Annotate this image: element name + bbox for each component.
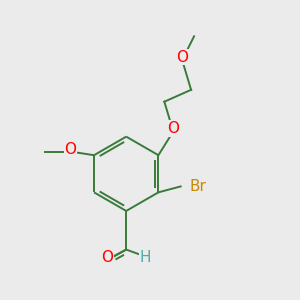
Text: O: O — [64, 142, 76, 157]
Text: O: O — [101, 250, 113, 265]
Text: H: H — [140, 250, 151, 265]
Text: Br: Br — [190, 179, 206, 194]
Text: O: O — [176, 50, 188, 64]
Text: O: O — [167, 121, 179, 136]
